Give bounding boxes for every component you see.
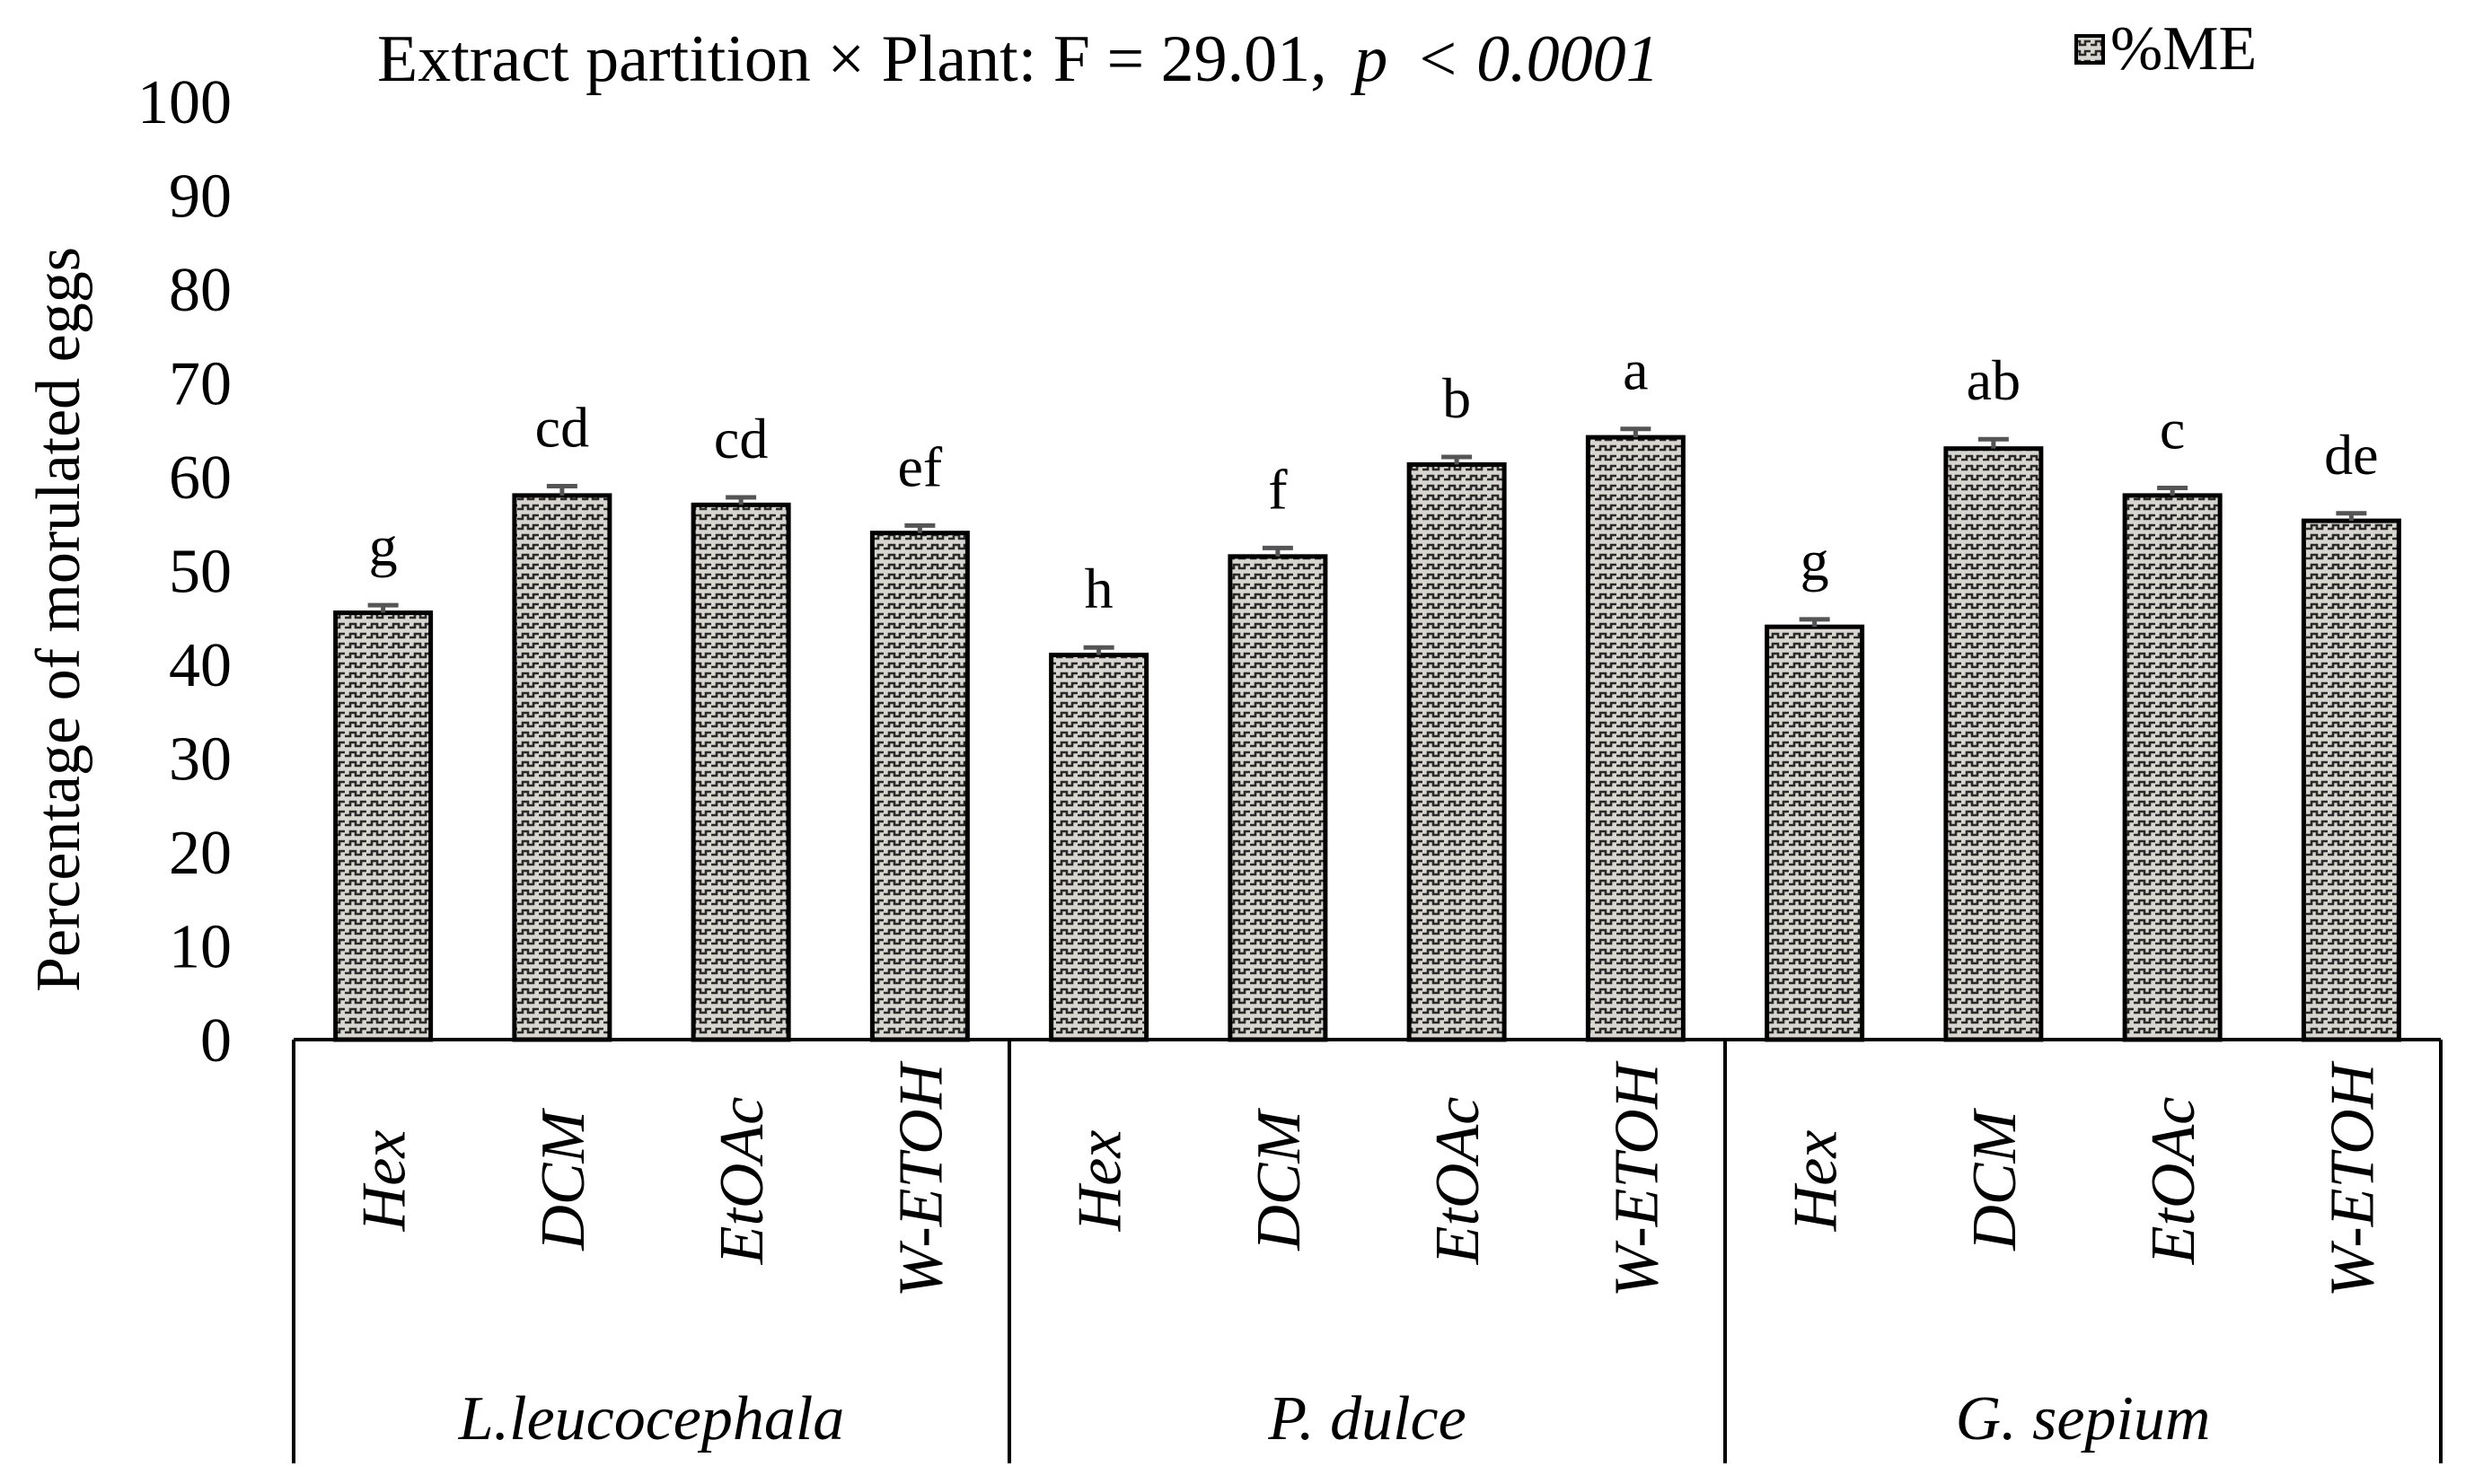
- bar: [1228, 554, 1328, 1042]
- significance-letter: ab: [1967, 348, 2021, 412]
- significance-letter: f: [1268, 457, 1288, 521]
- x-axis-labels: Hex DCM EtOAc W-ETOH L.leucocephala Hex DCM EtO…: [350, 1060, 2388, 1453]
- bar: [1765, 624, 1865, 1042]
- y-tick-label: 50: [169, 538, 232, 607]
- x-tick-label: W-ETOH: [886, 1060, 955, 1297]
- error-bar: [2336, 511, 2367, 522]
- error-bar: [904, 522, 936, 533]
- significance-letter: a: [1623, 338, 1648, 402]
- significance-letter: de: [2324, 423, 2378, 487]
- y-axis-label: Percentage of morulated eggs: [24, 247, 93, 992]
- bar: [1943, 446, 2044, 1042]
- x-tick-label: DCM: [529, 1108, 598, 1251]
- bars: g cd cd ef h f b a g ab c de: [333, 338, 2401, 1042]
- significance-letter: g: [369, 514, 398, 578]
- x-tick-label: Hex: [1782, 1130, 1851, 1233]
- group-label: G. sepium: [1956, 1384, 2211, 1453]
- bar: [869, 531, 970, 1042]
- x-tick-label: EtOAc: [2139, 1097, 2208, 1266]
- legend: %ME: [2074, 14, 2257, 83]
- significance-letter: cd: [535, 395, 589, 459]
- x-tick-label: EtOAc: [708, 1097, 777, 1266]
- title-p-italic: p: [1350, 22, 1387, 96]
- x-tick-label: DCM: [1245, 1108, 1314, 1251]
- y-tick-label: 30: [169, 725, 232, 795]
- x-tick-label: W-ETOH: [1602, 1060, 1671, 1297]
- significance-letter: c: [2160, 398, 2185, 461]
- x-tick-label: Hex: [1066, 1130, 1135, 1233]
- significance-letter: cd: [714, 407, 768, 470]
- y-tick-label: 100: [137, 68, 232, 137]
- error-bar: [1977, 436, 2009, 449]
- bar: [691, 502, 791, 1042]
- y-tick-label: 80: [169, 256, 232, 325]
- y-tick-label: 90: [169, 162, 232, 232]
- bar: [2122, 493, 2223, 1042]
- y-axis-ticks: 0 10 20 30 40 50 60 70 80 90 100: [137, 68, 232, 1076]
- error-bar: [1441, 454, 1473, 465]
- legend-swatch: [2074, 34, 2105, 65]
- bar: [1406, 461, 1507, 1042]
- group-label: L.leucocephala: [458, 1384, 845, 1453]
- axes: [292, 1038, 2443, 1463]
- x-tick-label: W-ETOH: [2318, 1060, 2387, 1297]
- error-bar: [1799, 617, 1830, 628]
- bar: [512, 493, 612, 1042]
- error-bar: [546, 483, 577, 496]
- error-bar: [2157, 486, 2188, 496]
- error-bar: [1262, 545, 1293, 557]
- bar: [1049, 653, 1149, 1042]
- legend-label: %ME: [2110, 14, 2257, 83]
- error-bar: [367, 602, 399, 613]
- significance-letter: ef: [898, 435, 943, 498]
- y-tick-label: 40: [169, 631, 232, 700]
- significance-letter: h: [1085, 557, 1114, 620]
- y-tick-label: 20: [169, 819, 232, 888]
- error-bar: [726, 495, 757, 505]
- error-bar: [1620, 426, 1651, 438]
- y-tick-label: 70: [169, 350, 232, 419]
- x-tick-label: EtOAc: [1423, 1097, 1492, 1266]
- x-tick-label: DCM: [1960, 1108, 2030, 1251]
- significance-letter: g: [1801, 529, 1829, 593]
- group-label: P. dulce: [1267, 1384, 1466, 1453]
- y-tick-label: 60: [169, 443, 232, 513]
- title-p-value: < 0.0001: [1415, 22, 1660, 96]
- error-bar: [1083, 645, 1114, 655]
- y-tick-label: 10: [169, 913, 232, 982]
- x-tick-label: Hex: [350, 1130, 419, 1233]
- bar: [2301, 518, 2401, 1042]
- bar: [1585, 435, 1686, 1042]
- significance-letter: b: [1442, 366, 1471, 430]
- y-tick-label: 0: [200, 1006, 232, 1076]
- bar: [333, 610, 434, 1042]
- chart-title: Extract partition × Plant: F = 29.01, p …: [377, 22, 1660, 96]
